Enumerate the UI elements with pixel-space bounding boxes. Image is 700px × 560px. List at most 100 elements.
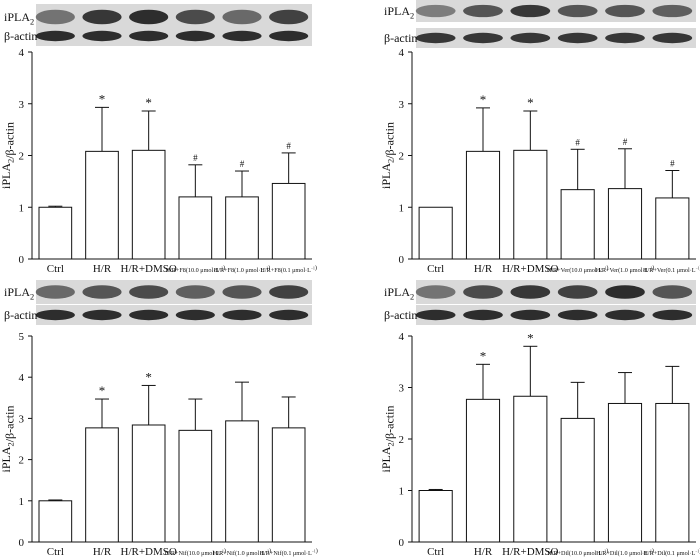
significance-hash: # xyxy=(623,137,628,147)
y-tick-label: 4 xyxy=(399,47,405,59)
blot-band-ipla2 xyxy=(415,285,456,299)
blot-band-actin xyxy=(269,30,309,42)
western-blot: iPLA2 β-actin xyxy=(4,4,312,46)
blot-band-ipla2 xyxy=(129,285,169,299)
y-tick-label: 3 xyxy=(399,99,405,111)
significance-hash: # xyxy=(575,137,580,147)
bar xyxy=(607,188,643,260)
blot-band-ipla2 xyxy=(269,285,309,299)
significance-star: * xyxy=(99,91,106,106)
x-tick-label: H/R+DMSO xyxy=(121,546,177,558)
blot-band-ipla2 xyxy=(557,4,598,18)
blot-label-actin: β-actin xyxy=(4,308,37,322)
x-tick-label: H/R+F8(0.1 μmol·L−1) xyxy=(260,265,316,274)
chart-panel-c: iPLA2 β-actin 0 1 2 3 4 5 iPLA2/β-actin Ctrl * H/R *… xyxy=(0,280,318,558)
blot-band-actin xyxy=(175,30,215,42)
y-tick-label: 3 xyxy=(19,99,25,111)
y-axis-label: iPLA2/β-actin xyxy=(379,406,397,473)
x-tick-label: H/R+Dil(10.0 μmol·L−1) xyxy=(547,548,608,557)
blot-band-ipla2 xyxy=(175,9,215,25)
blot-band-actin xyxy=(129,309,169,321)
blot-band-actin xyxy=(463,32,503,44)
bar xyxy=(465,150,501,260)
blot-strip-bg xyxy=(36,280,312,304)
x-tick-label: H/R+Nif(0.1 μmol·L−1) xyxy=(260,548,318,557)
significance-hash: # xyxy=(286,141,291,151)
y-tick-label: 4 xyxy=(399,331,405,343)
chart-panel-d: iPLA2 β-actin 0 1 2 3 4 iPLA2/β-actin Ctrl * H/R * H… xyxy=(379,280,700,558)
blot-band-ipla2 xyxy=(222,9,262,25)
y-tick-label: 2 xyxy=(19,151,25,163)
y-tick-label: 5 xyxy=(19,331,25,343)
bar xyxy=(560,417,595,543)
blot-strip-bg xyxy=(36,4,312,30)
bar xyxy=(513,395,548,543)
y-tick-label: 4 xyxy=(19,372,25,384)
bar xyxy=(225,420,259,543)
bar xyxy=(418,206,453,260)
blot-band-ipla2 xyxy=(82,285,122,299)
x-tick-label: Ctrl xyxy=(427,263,444,275)
bar xyxy=(655,402,690,543)
western-blot: iPLA2 β-actin xyxy=(384,0,696,48)
y-tick-label: 0 xyxy=(19,537,25,549)
blot-band-ipla2 xyxy=(510,4,551,18)
significance-star: * xyxy=(145,369,152,384)
blot-band-ipla2 xyxy=(269,9,309,25)
y-tick-label: 1 xyxy=(19,202,25,214)
blot-band-ipla2 xyxy=(222,285,262,299)
blot-band-actin xyxy=(510,32,551,44)
significance-star: * xyxy=(480,92,487,107)
y-tick-label: 3 xyxy=(19,413,25,425)
bar xyxy=(225,196,259,260)
significance-star: * xyxy=(527,330,534,345)
bar xyxy=(38,500,73,543)
significance-hash: # xyxy=(240,159,245,169)
x-tick-label: H/R xyxy=(93,263,112,275)
y-axis-label: iPLA2/β-actin xyxy=(0,122,17,189)
blot-band-ipla2 xyxy=(35,9,75,25)
x-tick-label: H/R+Ver(1.0 μmol·L−1) xyxy=(596,265,655,274)
blot-band-actin xyxy=(557,32,598,44)
blot-label-actin: β-actin xyxy=(384,308,417,322)
blot-band-actin xyxy=(415,32,456,44)
significance-star: * xyxy=(99,383,106,398)
blot-band-ipla2 xyxy=(129,9,169,25)
blot-band-actin xyxy=(269,309,309,321)
blot-band-ipla2 xyxy=(463,4,503,18)
blot-band-ipla2 xyxy=(463,285,503,299)
blot-label-ipla2: iPLA2 xyxy=(384,285,414,302)
blot-band-actin xyxy=(605,32,645,44)
blot-band-actin xyxy=(82,309,122,321)
y-tick-label: 0 xyxy=(19,254,25,266)
bar xyxy=(85,150,119,260)
significance-star: * xyxy=(527,95,534,110)
x-tick-label: Ctrl xyxy=(47,546,64,558)
x-tick-label: H/R+DMSO xyxy=(502,263,558,275)
blot-band-actin xyxy=(510,309,551,321)
y-tick-label: 0 xyxy=(399,254,405,266)
blot-label-actin: β-actin xyxy=(384,31,417,45)
blot-band-actin xyxy=(605,309,645,321)
x-tick-label: H/R+DMSO xyxy=(502,546,558,558)
y-axis-label: iPLA2/β-actin xyxy=(0,406,17,473)
blot-label-ipla2: iPLA2 xyxy=(4,10,34,27)
y-tick-label: 2 xyxy=(19,455,25,467)
blot-band-ipla2 xyxy=(175,285,215,299)
blot-band-actin xyxy=(652,32,693,44)
y-tick-label: 3 xyxy=(399,383,405,395)
x-tick-label: H/R+Ver(10.0 μmol·L−1) xyxy=(547,265,609,274)
blot-band-actin xyxy=(415,309,456,321)
significance-hash: # xyxy=(670,159,675,169)
bar xyxy=(178,429,213,543)
blot-band-actin xyxy=(35,309,75,321)
blot-label-actin: β-actin xyxy=(4,29,37,43)
bar xyxy=(513,149,548,260)
x-tick-label: H/R xyxy=(474,546,493,558)
x-tick-label: Ctrl xyxy=(427,546,444,558)
blot-band-actin xyxy=(35,30,75,42)
bar xyxy=(271,182,306,260)
western-blot: iPLA2 β-actin xyxy=(384,280,696,325)
blot-band-ipla2 xyxy=(82,9,122,25)
